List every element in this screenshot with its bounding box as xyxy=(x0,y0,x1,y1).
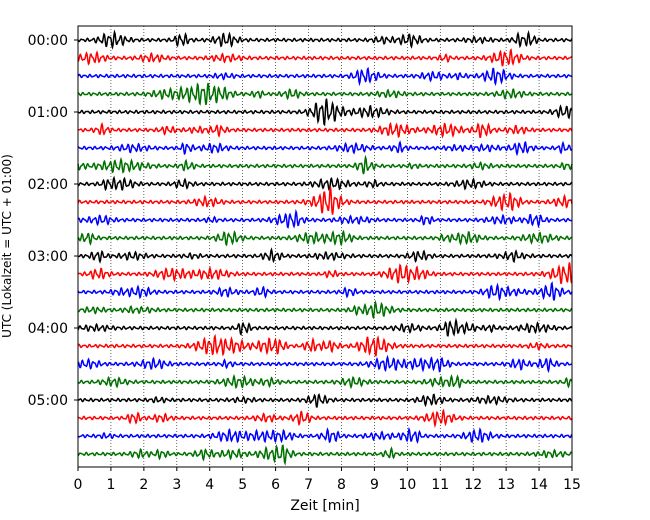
seismic-trace xyxy=(77,66,573,87)
y-tick-label: 02:00 xyxy=(28,177,68,193)
seismic-trace xyxy=(77,247,573,264)
y-tick-label: 05:00 xyxy=(28,393,68,409)
seismic-trace xyxy=(77,262,573,285)
seismic-trace xyxy=(77,98,573,127)
seismic-trace xyxy=(77,186,573,215)
x-tick-label: 4 xyxy=(205,477,214,493)
x-tick-label: 8 xyxy=(337,477,346,493)
seismic-trace xyxy=(77,121,573,139)
y-axis-label: UTC (Lokalzeit = UTC + 01:00) xyxy=(0,154,14,338)
x-tick-label: 11 xyxy=(431,477,449,493)
plot-frame xyxy=(77,25,573,468)
y-tick-label: 01:00 xyxy=(28,105,68,121)
seismic-trace xyxy=(77,373,573,390)
seismic-trace xyxy=(77,229,572,247)
x-tick-label: 9 xyxy=(370,477,379,493)
seismic-trace xyxy=(77,408,573,429)
seismic-trace xyxy=(77,29,573,50)
x-axis-ticks: 0 1 2 3 4 5 6 7 8 9 10 11 12 13 14 15 xyxy=(74,467,581,493)
seismic-trace xyxy=(77,140,573,157)
y-axis-ticks: 00:00 01:00 02:00 03:00 04:00 05:00 xyxy=(28,33,78,409)
y-tick-label: 00:00 xyxy=(28,33,68,49)
x-tick-label: 14 xyxy=(530,477,548,493)
x-tick-label: 13 xyxy=(497,477,515,493)
x-tick-label: 0 xyxy=(74,477,83,493)
seismic-trace xyxy=(77,392,573,408)
y-tick-label: 03:00 xyxy=(28,249,68,265)
x-tick-label: 1 xyxy=(106,477,115,493)
seismic-trace xyxy=(77,208,573,229)
seismic-trace xyxy=(77,299,573,320)
seismic-trace xyxy=(77,354,573,374)
x-tick-label: 3 xyxy=(172,477,181,493)
seismic-trace xyxy=(77,317,573,337)
seismic-trace xyxy=(77,175,573,192)
seismic-traces xyxy=(77,29,573,466)
x-tick-label: 5 xyxy=(238,477,247,493)
seismic-trace xyxy=(77,281,573,302)
seismic-trace xyxy=(77,444,573,466)
seismic-trace xyxy=(77,426,573,444)
seismic-trace xyxy=(77,333,573,357)
x-tick-label: 12 xyxy=(464,477,482,493)
x-tick-label: 6 xyxy=(271,477,280,493)
x-axis-label: Zeit [min] xyxy=(290,498,359,514)
seismic-trace xyxy=(77,48,573,67)
x-tick-label: 10 xyxy=(398,477,416,493)
seismic-trace xyxy=(77,82,573,106)
y-tick-label: 04:00 xyxy=(28,321,68,337)
x-tick-label: 7 xyxy=(304,477,313,493)
x-tick-label: 2 xyxy=(139,477,148,493)
x-tick-label: 15 xyxy=(563,477,581,493)
seismic-trace xyxy=(77,154,573,175)
